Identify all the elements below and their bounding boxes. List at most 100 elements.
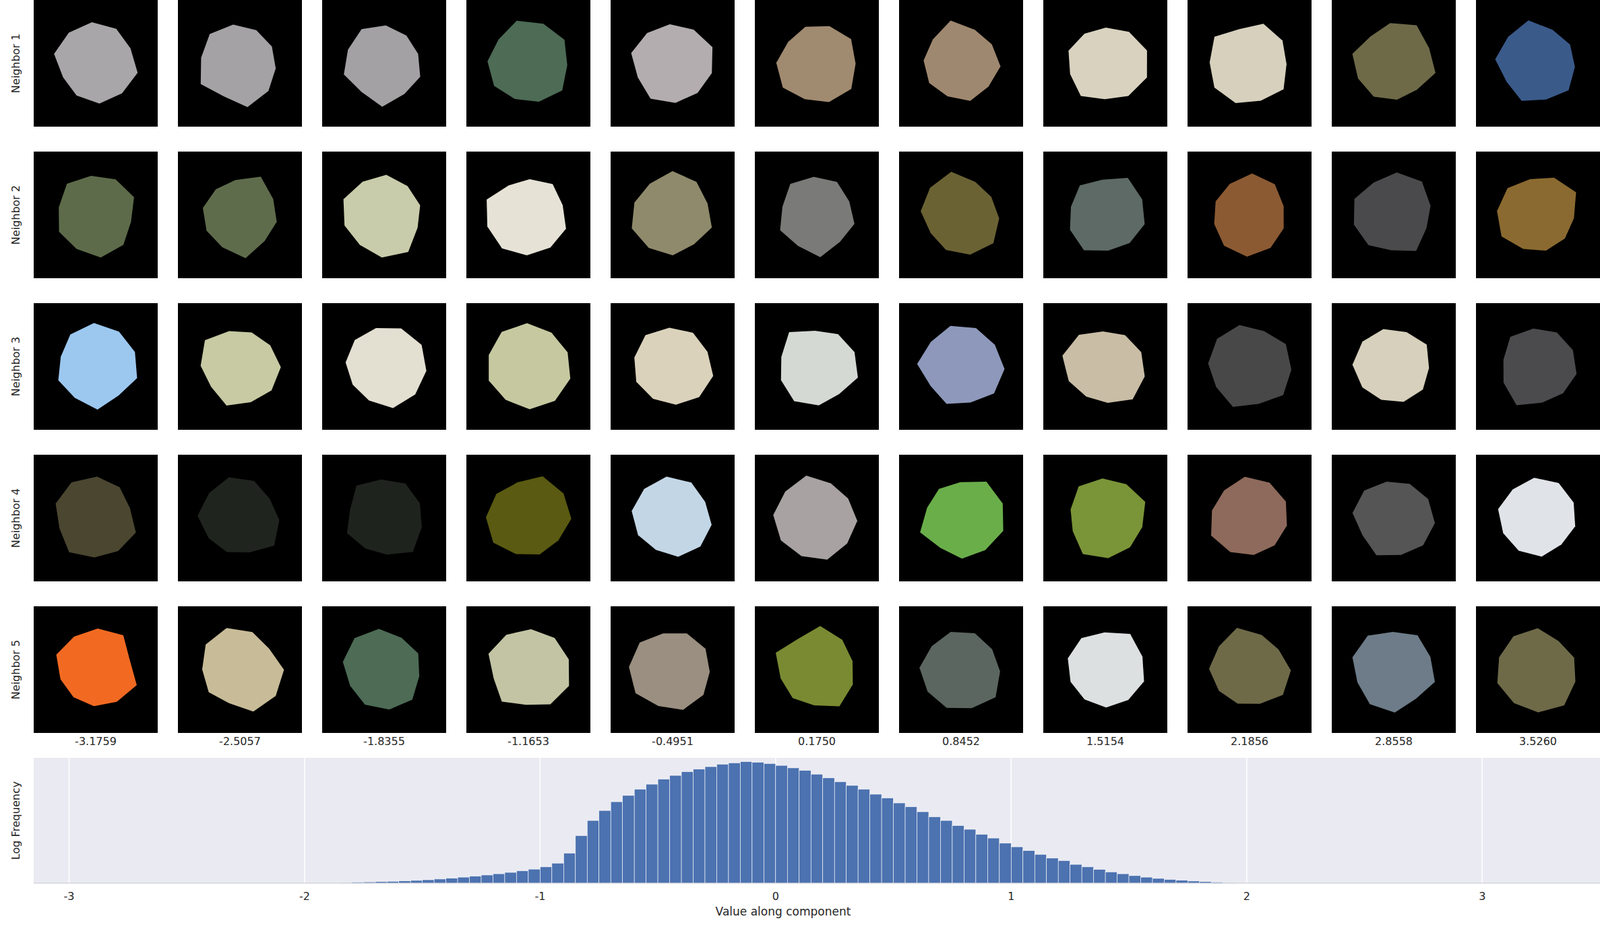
- image-cell: [322, 0, 447, 127]
- image-patch: [1498, 477, 1576, 557]
- image-patch: [485, 476, 572, 555]
- histogram-bar: [1010, 847, 1023, 884]
- cell-background: [466, 151, 591, 279]
- cell-background: [1187, 606, 1312, 734]
- cell-background: [466, 454, 591, 582]
- image-cell: [899, 303, 1024, 430]
- histogram-bar: [740, 762, 752, 884]
- image-cell: [1187, 454, 1312, 582]
- cell-background: [1331, 303, 1456, 430]
- cell-background: [754, 0, 879, 127]
- row-label: Neighbor 1: [9, 33, 23, 94]
- image-cell: [33, 0, 158, 127]
- histogram-bar: [528, 869, 540, 884]
- image-patch: [1209, 628, 1291, 705]
- image-cell: [177, 0, 302, 127]
- image-patch: [56, 628, 137, 707]
- image-patch: [343, 629, 420, 711]
- histogram-bar: [410, 880, 422, 884]
- histogram-bar: [398, 881, 411, 884]
- histogram-bar: [469, 876, 482, 884]
- image-cell: [754, 454, 879, 582]
- image-cell: [177, 606, 302, 734]
- image-cell: [899, 0, 1024, 127]
- cell-background: [1187, 454, 1312, 582]
- cell-background: [1331, 606, 1456, 734]
- histogram: -3-2-10123Value along componentLog Frequ…: [9, 758, 1600, 919]
- image-patch: [343, 25, 420, 108]
- image-patch: [1208, 325, 1292, 408]
- image-patch: [773, 475, 858, 561]
- grid-line: [539, 758, 542, 884]
- image-cell: [1331, 151, 1456, 279]
- cell-background: [754, 454, 879, 582]
- image-cell: [1043, 454, 1168, 582]
- image-patch: [1497, 628, 1576, 714]
- image-cell: [1475, 454, 1600, 582]
- image-cell: [322, 454, 447, 582]
- histogram-bar: [575, 835, 588, 884]
- x-axis-line: [33, 883, 1600, 885]
- image-patch: [776, 26, 856, 103]
- image-cell: [466, 0, 591, 127]
- histogram-bar: [799, 771, 811, 884]
- cell-background: [322, 303, 447, 430]
- image-cell: [322, 303, 447, 430]
- image-patch: [1354, 172, 1431, 251]
- row-label: Neighbor 5: [9, 640, 23, 700]
- histogram-bar: [434, 879, 446, 884]
- image-patch: [1496, 177, 1576, 251]
- image-cell: [899, 151, 1024, 279]
- image-patch: [631, 476, 712, 557]
- histogram-bar: [446, 878, 458, 884]
- image-cell: [610, 151, 735, 279]
- image-cell: [899, 606, 1024, 734]
- image-cell: [466, 151, 591, 279]
- image-cell: [33, 454, 158, 582]
- image-cell: [754, 303, 879, 430]
- image-cell: [1043, 303, 1168, 430]
- histogram-bar: [1128, 876, 1141, 884]
- histogram-bar: [646, 784, 658, 884]
- cell-background: [754, 303, 879, 430]
- grid-line: [303, 758, 306, 884]
- cell-background: [1475, 303, 1600, 430]
- image-cell: [1475, 606, 1600, 734]
- row-label: Neighbor 3: [9, 336, 23, 397]
- cell-background: [1043, 454, 1168, 582]
- cell-background: [33, 454, 158, 582]
- image-cell: [610, 606, 735, 734]
- image-patch: [631, 171, 712, 256]
- cell-background: [1475, 454, 1600, 582]
- column-label: -3.1759: [74, 735, 117, 749]
- cell-background: [610, 0, 735, 127]
- image-patch: [55, 476, 137, 558]
- image-cell: [1331, 606, 1456, 734]
- histogram-bar: [822, 778, 835, 884]
- histogram-bar: [587, 820, 599, 884]
- row-label: Neighbor 2: [9, 185, 23, 245]
- column-label: 2.8558: [1374, 735, 1413, 749]
- cell-background: [1331, 0, 1456, 127]
- image-cell: [899, 454, 1024, 582]
- tick-label: 0: [772, 890, 780, 904]
- image-cell: [177, 303, 302, 430]
- histogram-bar: [1105, 872, 1117, 884]
- image-patch: [780, 177, 855, 258]
- histogram-bar: [1152, 878, 1164, 884]
- cell-background: [1043, 151, 1168, 279]
- image-cell: [322, 151, 447, 279]
- grid-line: [1246, 758, 1248, 884]
- image-patch: [775, 626, 853, 707]
- tick-label: 3: [1478, 890, 1486, 904]
- cell-background: [466, 303, 591, 430]
- cell-background: [322, 606, 447, 734]
- cell-background: [33, 303, 158, 430]
- tick-label: 2: [1243, 890, 1251, 904]
- image-patch: [628, 633, 710, 710]
- histogram-bar: [905, 807, 917, 884]
- histogram-bar: [563, 853, 575, 884]
- image-patch: [202, 176, 278, 259]
- histogram-bar: [551, 863, 564, 884]
- image-cell: [1331, 303, 1456, 430]
